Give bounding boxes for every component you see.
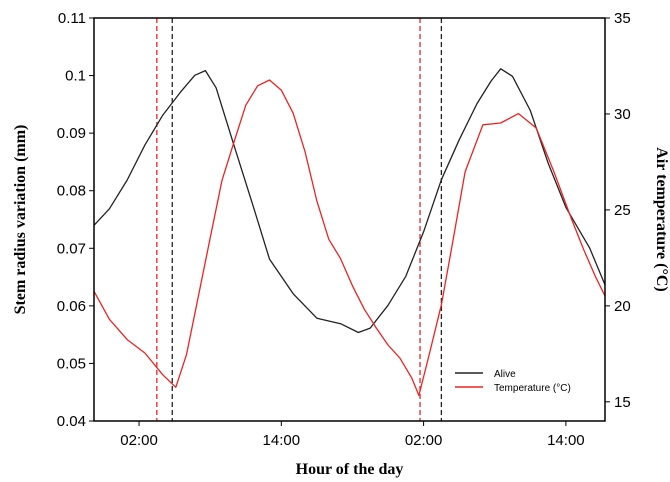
y-right-tick-label-4: 30 — [614, 106, 631, 123]
marker-lines — [156, 18, 443, 421]
series-layer — [94, 68, 605, 397]
axes-layer: 02:00 14:00 02:00 14:00 0.04 0.05 0.06 0.07 0.08… — [57, 10, 631, 449]
y-left-tick-label-2: 0.05 — [57, 355, 86, 372]
y-left-tick-label-5: 0.08 — [57, 183, 86, 200]
y-right-tick-label-5: 35 — [614, 10, 631, 27]
x-axis-title: Hour of the day — [296, 461, 404, 478]
x-tick-label-1: 02:00 — [120, 432, 158, 449]
legend: Alive Temperature (°C) — [455, 369, 571, 394]
legend-label-temperature: Temperature (°C) — [494, 383, 571, 394]
y-left-tick-label-6: 0.09 — [57, 125, 86, 142]
series-line-temperature — [94, 79, 605, 397]
plot-frame — [93, 17, 606, 422]
x-tick-label-4: 14:00 — [547, 432, 585, 449]
y-axis-right-title: Air temperature (°C) — [653, 147, 670, 291]
y-left-tick-label-8: 0.11 — [58, 10, 86, 27]
legend-label-alive: Alive — [494, 369, 516, 380]
y-right-tick-label-1: 15 — [614, 394, 631, 411]
series-line-alive — [94, 68, 605, 334]
y-right-tick-label-2: 20 — [614, 298, 631, 315]
y-left-tick-label-7: 0.1 — [65, 68, 86, 85]
y-left-tick-label-1: 0.04 — [57, 413, 86, 430]
y-left-tick-label-4: 0.07 — [57, 240, 86, 257]
y-axis-left-title: Stem radius variation (mm) — [12, 125, 29, 315]
x-tick-label-3: 02:00 — [405, 432, 443, 449]
x-tick-label-2: 14:00 — [263, 432, 301, 449]
y-right-tick-label-3: 25 — [614, 202, 631, 219]
y-left-tick-label-3: 0.06 — [57, 298, 86, 315]
